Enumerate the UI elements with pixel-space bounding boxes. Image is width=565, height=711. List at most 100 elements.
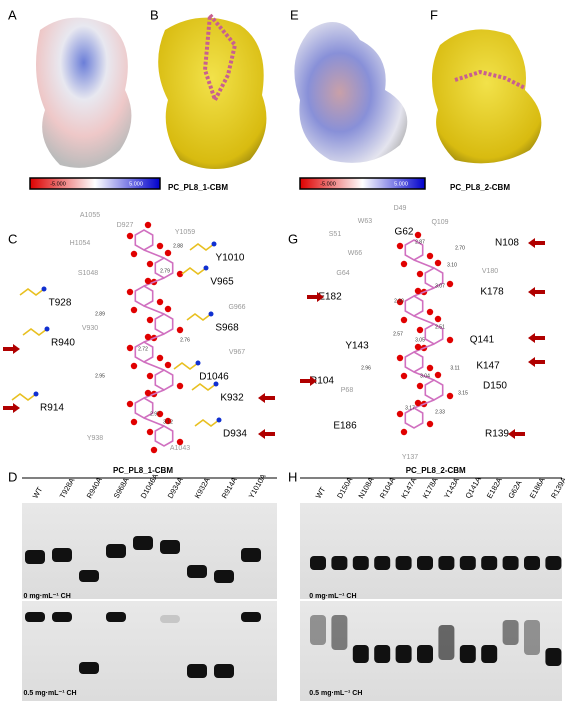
distance-label: 3.07 — [435, 283, 445, 289]
bond — [143, 305, 165, 315]
oxygen — [434, 259, 442, 267]
distance-label: 3.17 — [405, 405, 415, 411]
lane-label: S968A — [112, 476, 131, 500]
arrow — [528, 357, 545, 367]
oxygen — [144, 333, 152, 341]
residue-label: G62 — [395, 227, 414, 238]
distance-label: 3.10 — [447, 262, 457, 268]
distance-label: 2.57 — [393, 331, 403, 337]
oxygen — [126, 288, 134, 296]
oxygen — [156, 354, 164, 362]
colorbar — [299, 177, 426, 190]
bond — [143, 333, 165, 343]
lane-label: E186A — [528, 476, 547, 500]
gel-band — [374, 645, 391, 663]
oxygen — [400, 260, 408, 268]
residue-label: A1055 — [80, 212, 100, 219]
residue-label: G64 — [336, 270, 349, 277]
oxygen — [396, 410, 404, 418]
oxygen — [426, 308, 434, 316]
oxygen — [130, 362, 138, 370]
bond — [413, 259, 435, 269]
oxygen — [150, 446, 158, 454]
oxygen — [144, 277, 152, 285]
gel-band — [187, 565, 207, 578]
gel-band — [310, 556, 326, 570]
ligand-diagram-c — [126, 221, 184, 454]
lane-label: WT — [314, 485, 328, 500]
lane-label: N108A — [356, 476, 375, 500]
distance-label: 2.51 — [435, 324, 445, 330]
panel-label: C — [8, 231, 17, 246]
gel-band — [52, 612, 72, 622]
surface-a — [36, 17, 132, 168]
gel-band — [417, 556, 433, 570]
sugar-ring — [404, 351, 424, 373]
lane-label: R914A — [220, 476, 239, 500]
oxygen — [156, 410, 164, 418]
distance-label: 2.90 — [394, 298, 404, 304]
oxygen — [416, 382, 424, 390]
residue-label: D927 — [117, 222, 134, 229]
arrow — [300, 376, 317, 386]
lane-label: G62A — [506, 479, 523, 500]
structure-title: PC_PL8_2-CBM — [450, 183, 510, 192]
residue-label: V965 — [210, 277, 234, 288]
arrow — [307, 292, 324, 302]
side-chain — [173, 362, 199, 370]
gel-band — [481, 556, 498, 570]
oxygen — [396, 354, 404, 362]
bond — [143, 361, 165, 371]
residue-label: H1054 — [70, 240, 91, 247]
distance-label: 2.88 — [173, 243, 183, 249]
oxygen — [414, 231, 422, 239]
bond — [413, 343, 435, 353]
residue-label: V180 — [482, 268, 498, 275]
sugar-ring — [154, 369, 174, 391]
side-chain — [11, 393, 37, 401]
nitrogen — [208, 311, 214, 317]
residue-label: T928 — [49, 298, 72, 309]
condition-label: 0 mg·mL⁻¹ CH — [309, 593, 356, 600]
bond — [143, 417, 165, 427]
gel-band — [459, 645, 476, 663]
oxygen — [130, 250, 138, 258]
gel-band — [438, 556, 455, 570]
gel-band — [25, 612, 45, 622]
arrow — [3, 344, 20, 354]
gel-band — [160, 540, 180, 554]
lane-label: T928A — [58, 476, 77, 500]
gel-band — [438, 625, 455, 660]
distance-label: 2.96 — [361, 365, 371, 371]
oxygen — [426, 420, 434, 428]
colorbar-min: -5.000 — [320, 181, 336, 187]
side-chain — [194, 419, 220, 427]
gel-band — [214, 664, 234, 678]
oxygen — [396, 298, 404, 306]
oxygen — [400, 428, 408, 436]
oxygen — [426, 364, 434, 372]
sugar-ring — [404, 295, 424, 317]
bond — [413, 287, 435, 297]
sugar-ring — [154, 425, 174, 447]
gel-band — [214, 570, 234, 583]
ligand-diagram-g — [396, 231, 454, 436]
residue-label: V967 — [229, 349, 245, 356]
gel-band — [395, 556, 412, 570]
arrow — [258, 393, 275, 403]
arrow — [258, 429, 275, 439]
colorbar — [29, 177, 161, 190]
side-chain — [19, 288, 45, 296]
lane-label: D150A — [335, 476, 354, 500]
oxygen — [164, 361, 172, 369]
gel-title: PC_PL8_1-CBM — [113, 466, 173, 475]
gel-band — [106, 544, 126, 558]
distance-label: 2.76 — [180, 337, 190, 343]
arrow — [508, 429, 525, 439]
panel-label: F — [430, 7, 438, 22]
lane-label: E182A — [485, 476, 504, 500]
residue-label: E186 — [333, 421, 357, 432]
residue-label: S51 — [329, 231, 342, 238]
gel-band — [160, 615, 180, 623]
